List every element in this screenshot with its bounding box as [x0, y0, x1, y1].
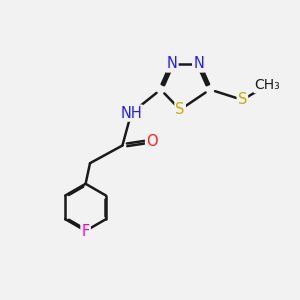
Text: O: O	[146, 134, 158, 148]
Text: S: S	[176, 102, 185, 117]
Text: CH₃: CH₃	[254, 78, 280, 92]
Text: N: N	[167, 56, 178, 71]
Text: F: F	[82, 224, 90, 239]
Text: N: N	[193, 56, 204, 71]
Text: S: S	[238, 92, 247, 107]
Text: NH: NH	[120, 106, 142, 121]
